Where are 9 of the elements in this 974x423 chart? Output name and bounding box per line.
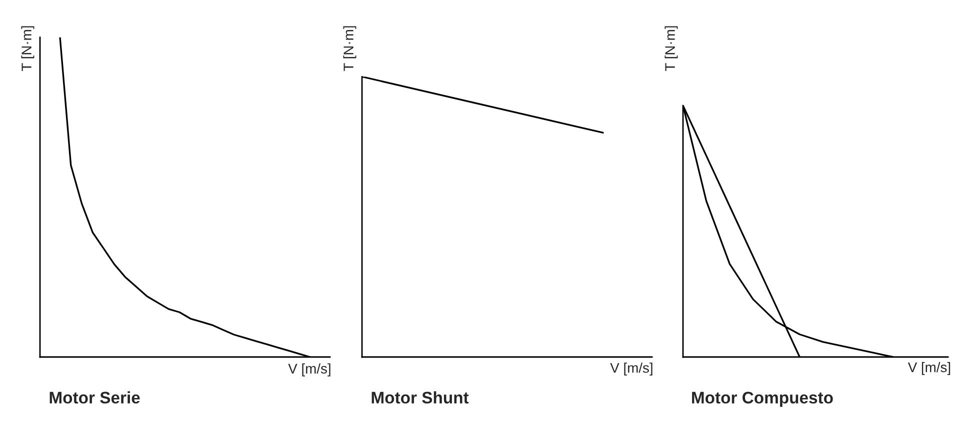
x-axis-title: V [m/s] bbox=[908, 362, 950, 375]
y-axis-title: T [N·m] bbox=[343, 26, 356, 71]
x-axis-title: V [m/s] bbox=[288, 363, 330, 376]
text: Motor Compuesto bbox=[692, 392, 833, 407]
text: Motor Serie bbox=[50, 391, 140, 404]
y-axis-title: T [N·m] bbox=[21, 26, 34, 71]
x-axis-title: V [m/s] bbox=[610, 362, 652, 376]
y-axis-title: T [N·m] bbox=[664, 26, 678, 71]
text: Motor Shunt bbox=[372, 391, 469, 404]
